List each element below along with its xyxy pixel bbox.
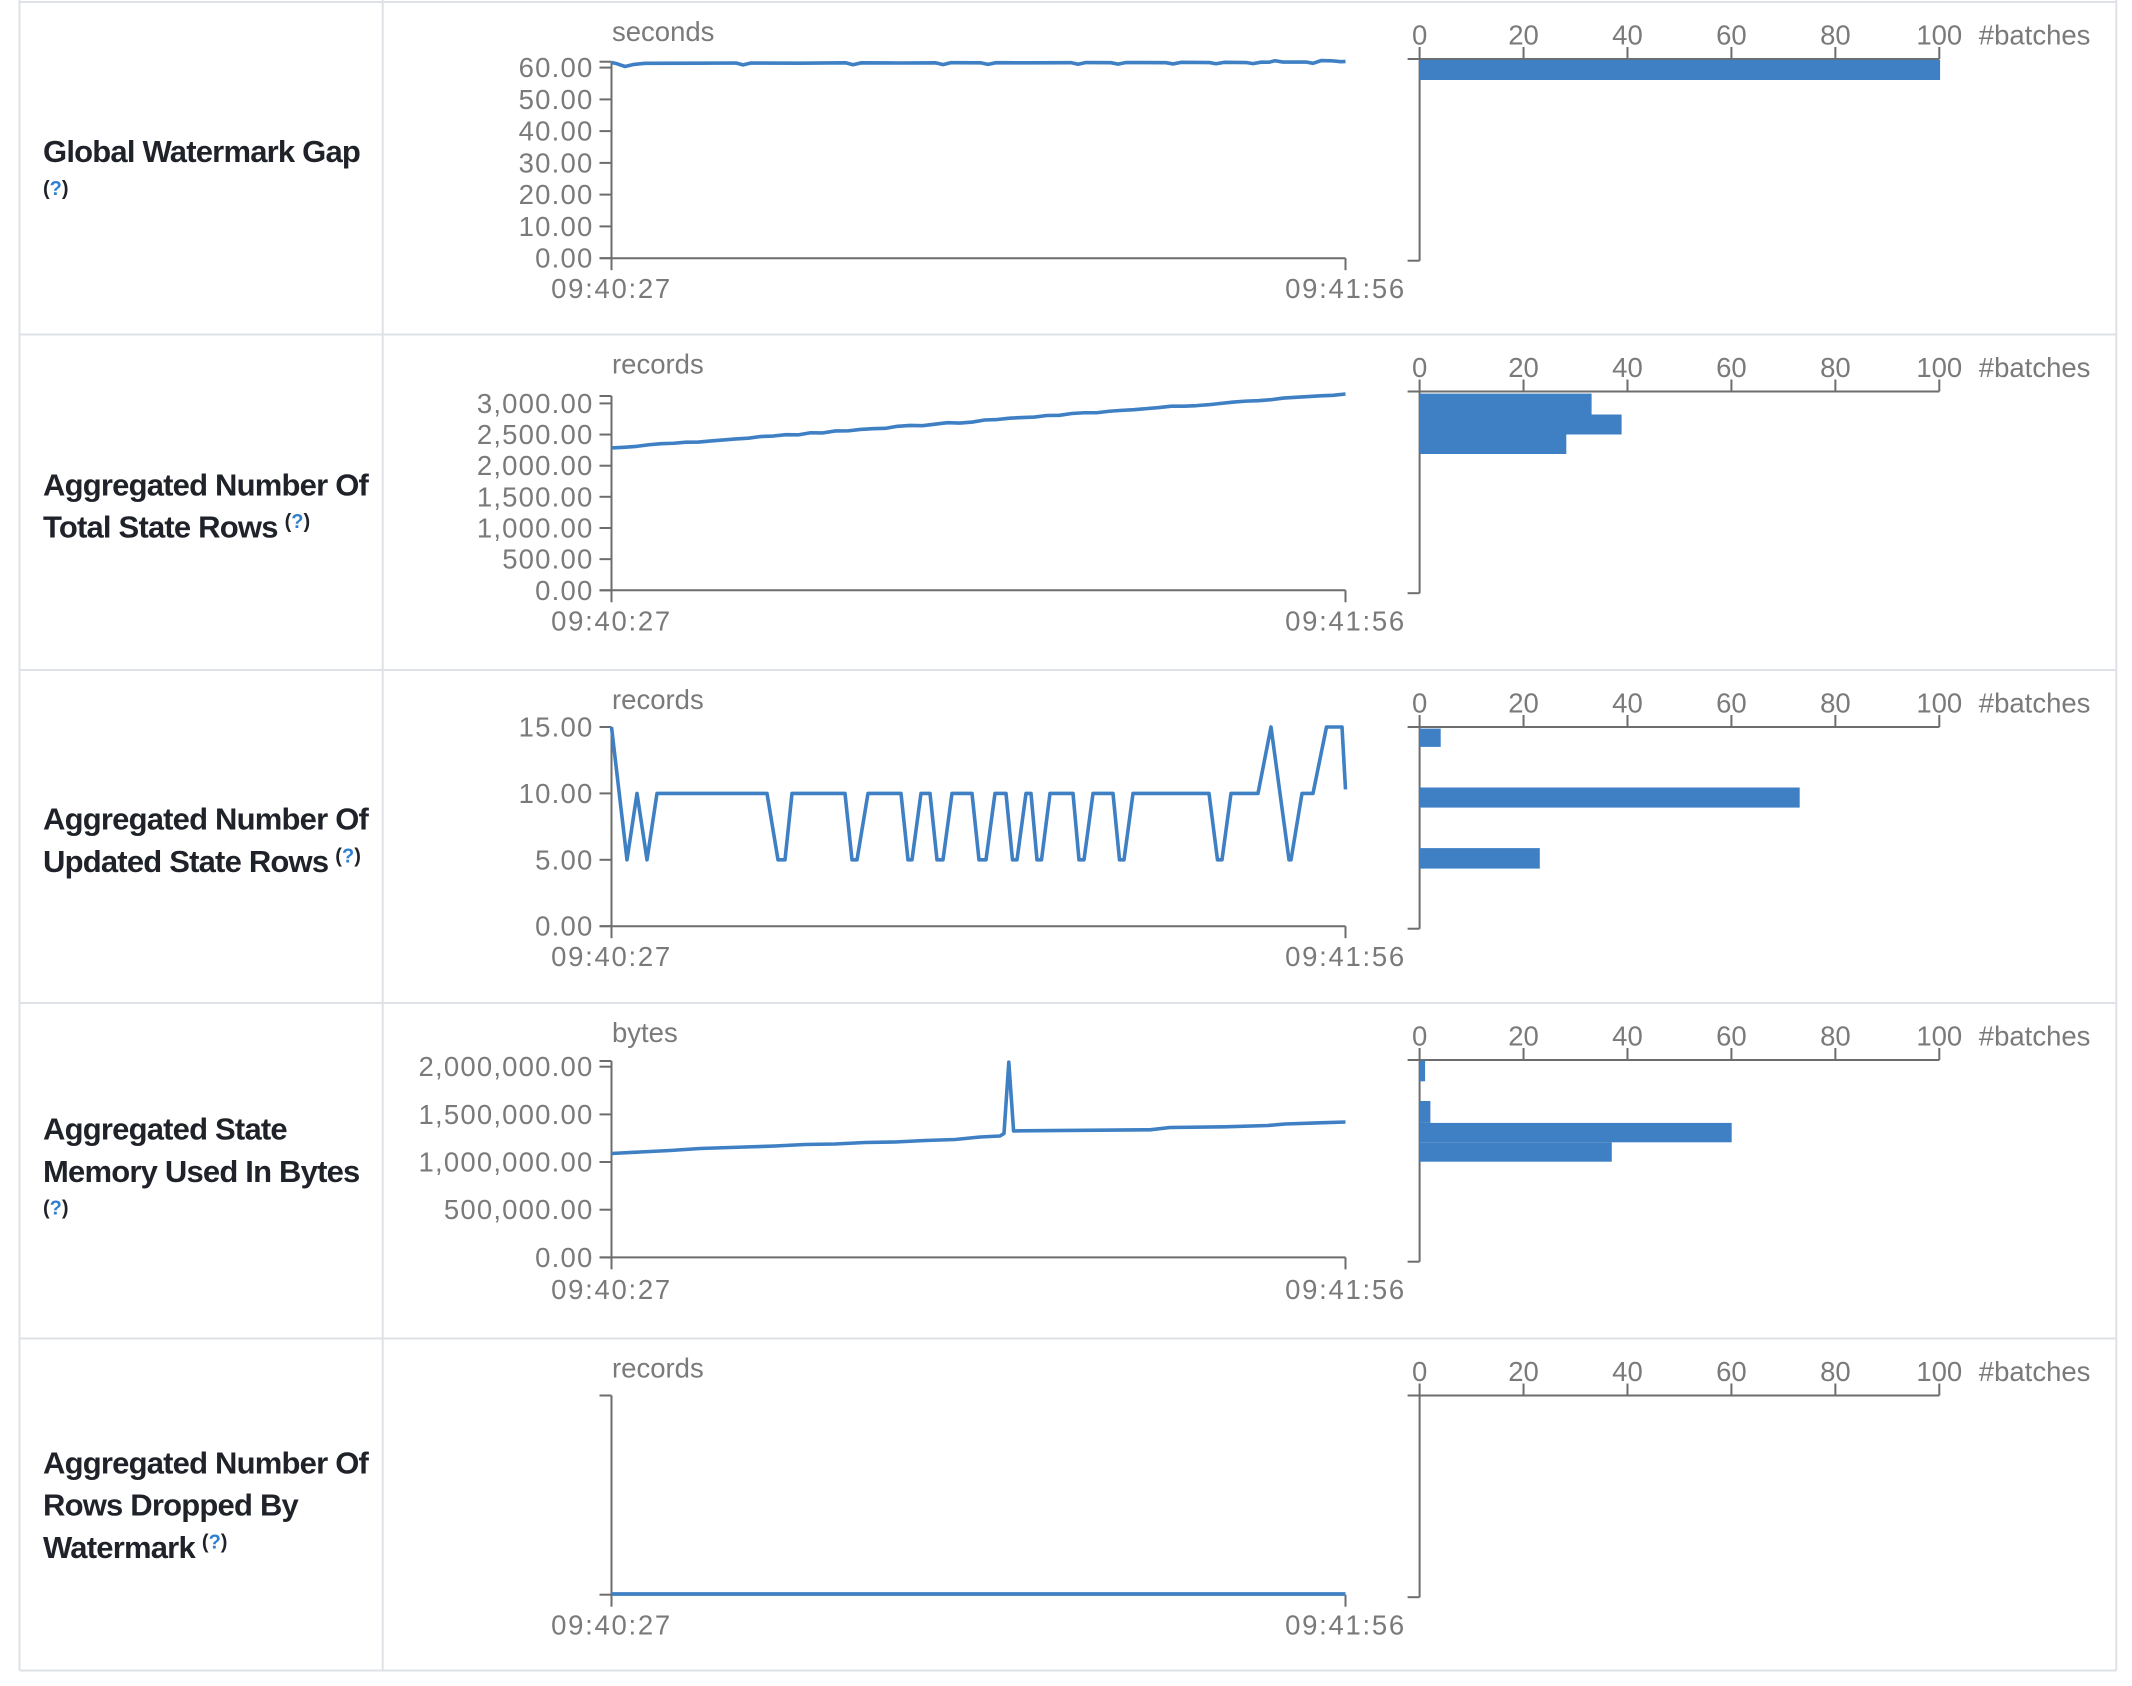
svg-text:1,000.00: 1,000.00 [477, 513, 594, 544]
svg-text:20: 20 [1508, 352, 1539, 383]
svg-text:20: 20 [1508, 1021, 1539, 1052]
svg-text:seconds: seconds [612, 16, 714, 47]
svg-text:500,000.00: 500,000.00 [444, 1194, 594, 1225]
svg-text:80: 80 [1820, 688, 1851, 719]
svg-text:40: 40 [1612, 1021, 1643, 1052]
svg-text:40.00: 40.00 [519, 116, 594, 147]
svg-text:0: 0 [1412, 1021, 1427, 1052]
svg-text:bytes: bytes [612, 1017, 678, 1048]
svg-text:40: 40 [1612, 688, 1643, 719]
svg-text:0: 0 [1412, 20, 1427, 51]
svg-text:Total State Rows: Total State Rows [43, 510, 278, 545]
svg-text:3,000.00: 3,000.00 [477, 388, 594, 419]
svg-text:09:40:27: 09:40:27 [551, 273, 672, 304]
svg-text:20: 20 [1508, 20, 1539, 51]
svg-text:Watermark: Watermark [43, 1530, 196, 1565]
svg-text:Aggregated Number Of: Aggregated Number Of [43, 467, 370, 502]
svg-text:0: 0 [1412, 1356, 1427, 1387]
svg-text:09:40:27: 09:40:27 [551, 606, 672, 637]
svg-text:09:41:56: 09:41:56 [1285, 606, 1406, 637]
svg-text:#batches: #batches [1979, 688, 2091, 719]
svg-text:50.00: 50.00 [519, 84, 594, 115]
svg-text:500.00: 500.00 [502, 544, 593, 575]
svg-text:60: 60 [1716, 1021, 1747, 1052]
svg-text:09:40:27: 09:40:27 [551, 941, 672, 972]
svg-text:100: 100 [1916, 352, 1962, 383]
svg-text:Updated State Rows: Updated State Rows [43, 844, 328, 879]
svg-text:09:41:56: 09:41:56 [1285, 941, 1406, 972]
svg-text:1,500,000.00: 1,500,000.00 [419, 1099, 594, 1130]
svg-text:100: 100 [1916, 1021, 1962, 1052]
svg-text:(?): (?) [43, 1198, 69, 1220]
svg-text:80: 80 [1820, 1356, 1851, 1387]
svg-text:#batches: #batches [1979, 352, 2091, 383]
svg-text:09:41:56: 09:41:56 [1285, 273, 1406, 304]
svg-text:60: 60 [1716, 1356, 1747, 1387]
svg-text:10.00: 10.00 [519, 778, 594, 809]
svg-text:Aggregated Number Of: Aggregated Number Of [43, 1445, 370, 1480]
svg-text:09:40:27: 09:40:27 [551, 1610, 672, 1641]
svg-text:records: records [612, 1353, 704, 1384]
svg-text:0.00: 0.00 [535, 911, 593, 942]
svg-text:09:40:27: 09:40:27 [551, 1274, 672, 1305]
svg-text:#batches: #batches [1979, 1021, 2091, 1052]
svg-text:2,500.00: 2,500.00 [477, 419, 594, 450]
svg-text:(?): (?) [43, 178, 69, 200]
svg-text:40: 40 [1612, 352, 1643, 383]
svg-text:09:41:56: 09:41:56 [1285, 1610, 1406, 1641]
svg-text:20: 20 [1508, 688, 1539, 719]
svg-text:#batches: #batches [1979, 20, 2091, 51]
svg-text:Memory Used In Bytes: Memory Used In Bytes [43, 1154, 360, 1189]
svg-text:Aggregated Number Of: Aggregated Number Of [43, 802, 370, 837]
svg-text:records: records [612, 684, 704, 715]
svg-text:0: 0 [1412, 688, 1427, 719]
svg-text:records: records [612, 349, 704, 380]
svg-text:0.00: 0.00 [535, 575, 593, 606]
svg-text:20: 20 [1508, 1356, 1539, 1387]
svg-text:2,000.00: 2,000.00 [477, 450, 594, 481]
svg-text:80: 80 [1820, 352, 1851, 383]
svg-text:(?): (?) [335, 845, 361, 867]
svg-text:Global Watermark Gap: Global Watermark Gap [43, 134, 360, 169]
svg-text:60.00: 60.00 [519, 52, 594, 83]
svg-text:60: 60 [1716, 688, 1747, 719]
svg-text:40: 40 [1612, 1356, 1643, 1387]
svg-text:0: 0 [1412, 352, 1427, 383]
svg-text:60: 60 [1716, 352, 1747, 383]
svg-text:100: 100 [1916, 20, 1962, 51]
svg-text:0.00: 0.00 [535, 1242, 593, 1273]
svg-text:1,000,000.00: 1,000,000.00 [419, 1147, 594, 1178]
svg-text:80: 80 [1820, 1021, 1851, 1052]
svg-text:20.00: 20.00 [519, 179, 594, 210]
svg-text:40: 40 [1612, 20, 1643, 51]
svg-text:(?): (?) [285, 511, 311, 533]
svg-text:5.00: 5.00 [535, 844, 593, 875]
svg-text:Aggregated State: Aggregated State [43, 1112, 287, 1147]
svg-text:80: 80 [1820, 20, 1851, 51]
svg-text:2,000,000.00: 2,000,000.00 [419, 1051, 594, 1082]
svg-text:100: 100 [1916, 1356, 1962, 1387]
svg-text:(?): (?) [202, 1531, 228, 1553]
svg-text:60: 60 [1716, 20, 1747, 51]
svg-text:1,500.00: 1,500.00 [477, 481, 594, 512]
svg-text:#batches: #batches [1979, 1356, 2091, 1387]
svg-text:30.00: 30.00 [519, 147, 594, 178]
svg-text:100: 100 [1916, 688, 1962, 719]
svg-text:09:41:56: 09:41:56 [1285, 1274, 1406, 1305]
svg-text:15.00: 15.00 [519, 712, 594, 743]
svg-text:10.00: 10.00 [519, 211, 594, 242]
svg-text:Rows Dropped By: Rows Dropped By [43, 1488, 300, 1523]
svg-text:0.00: 0.00 [535, 243, 593, 274]
